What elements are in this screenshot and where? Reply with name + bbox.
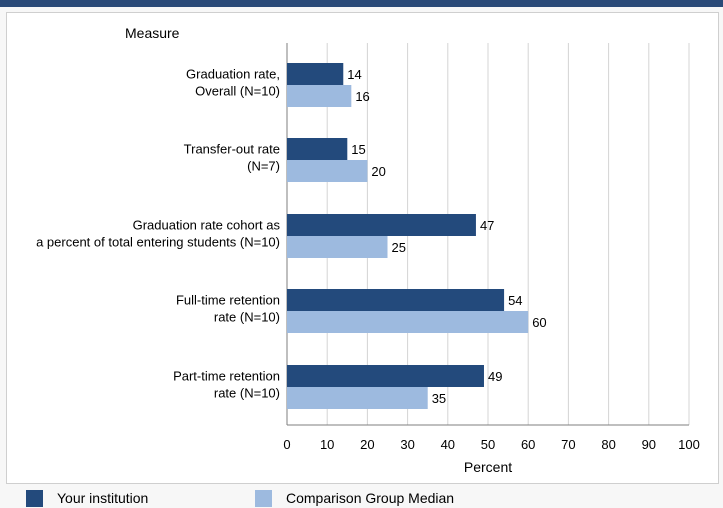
x-axis-title: Percent: [464, 459, 512, 475]
data-label: 16: [355, 89, 369, 104]
category-label: Full-time retention: [176, 293, 280, 308]
category-label: Graduation rate cohort as: [133, 218, 281, 233]
bar-comparison-median: [287, 311, 529, 333]
x-tick-label: 90: [642, 437, 656, 452]
bar-comparison-median: [287, 160, 368, 182]
x-tick-label: 20: [360, 437, 374, 452]
bar-your-institution: [287, 365, 484, 387]
data-label: 35: [432, 391, 446, 406]
header-bar: [0, 0, 723, 7]
category-label: Part-time retention: [173, 369, 280, 384]
x-tick-label: 50: [481, 437, 495, 452]
chart-panel: 0 10 20 30 40 50 60 70 80 90 100 Percent Measure 14 16…: [6, 12, 719, 484]
category-label: rate (N=10): [214, 386, 280, 401]
legend-item-comparison-group-median: Comparison Group Median: [255, 488, 454, 508]
data-label: 15: [351, 142, 365, 157]
legend-swatch-comparison-group-median: [255, 489, 272, 507]
bar-your-institution: [287, 214, 476, 236]
bar-your-institution: [287, 289, 505, 311]
bar-your-institution: [287, 63, 344, 85]
data-label: 25: [392, 240, 406, 255]
x-tick-label: 40: [441, 437, 455, 452]
category-label: Graduation rate,: [186, 67, 280, 82]
category-label: rate (N=10): [214, 310, 280, 325]
data-label: 20: [371, 164, 385, 179]
data-label: 14: [347, 67, 361, 82]
legend-label-comparison-group-median: Comparison Group Median: [286, 490, 455, 506]
data-label: 47: [480, 218, 494, 233]
category-label: Overall (N=10): [195, 84, 280, 99]
legend-swatch-your-institution: [26, 489, 43, 507]
legend-item-your-institution: Your institution: [26, 488, 148, 508]
bar-comparison-median: [287, 387, 428, 409]
data-label: 60: [532, 315, 546, 330]
y-axis-title: Measure: [125, 25, 180, 41]
x-tick-label: 10: [320, 437, 334, 452]
x-tick-label: 0: [283, 437, 290, 452]
category-label: Transfer-out rate: [184, 142, 280, 157]
data-label: 49: [488, 369, 502, 384]
bar-chart: 0 10 20 30 40 50 60 70 80 90 100 Percent Measure 14 16…: [36, 25, 700, 475]
data-label: 54: [508, 293, 522, 308]
x-tick-label: 100: [678, 437, 700, 452]
bar-your-institution: [287, 138, 348, 160]
x-tick-label: 70: [561, 437, 575, 452]
bar-comparison-median: [287, 236, 388, 258]
category-label: (N=7): [247, 159, 280, 174]
bar-comparison-median: [287, 85, 352, 107]
category-label: a percent of total entering students (N=…: [36, 235, 280, 250]
x-tick-label: 60: [521, 437, 535, 452]
legend-label-your-institution: Your institution: [57, 490, 149, 506]
x-tick-label: 80: [601, 437, 615, 452]
x-tick-label: 30: [400, 437, 414, 452]
